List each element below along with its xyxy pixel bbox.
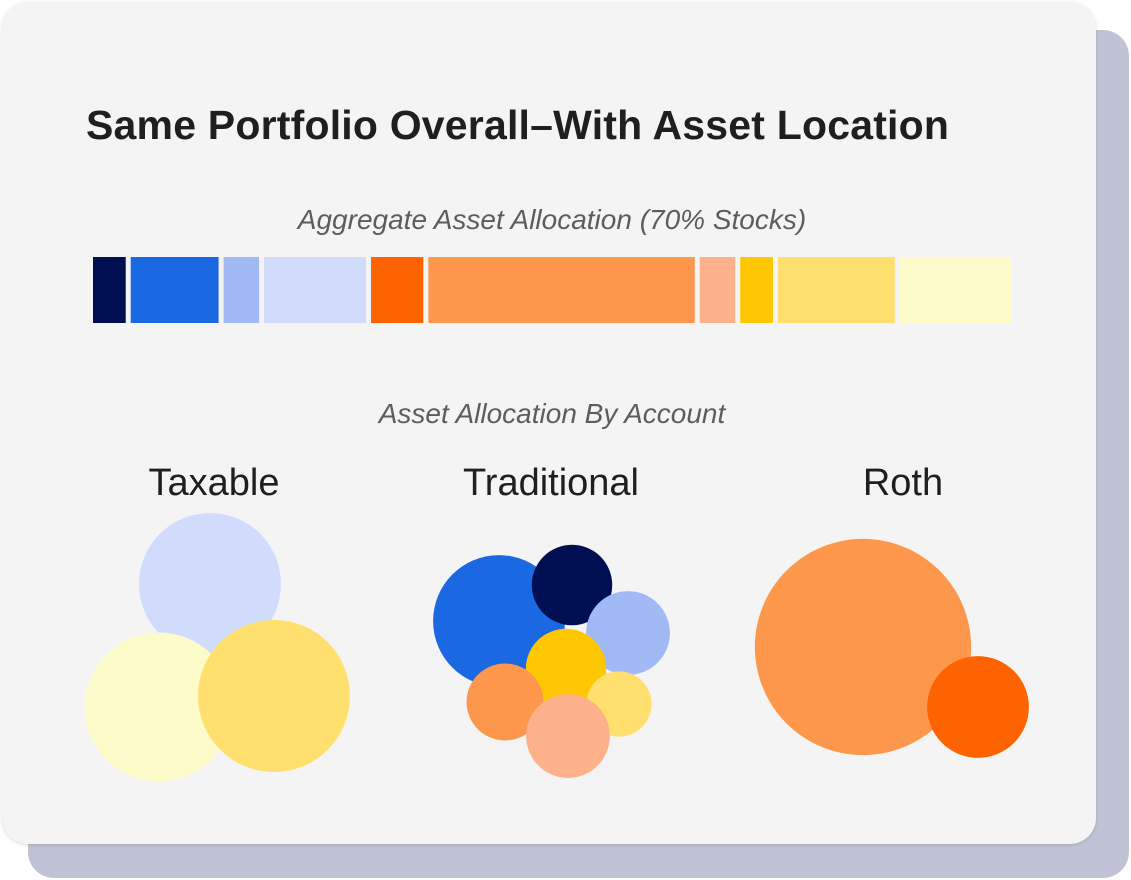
allocation-segment-8 (740, 257, 773, 323)
allocation-segment-10 (899, 257, 1012, 323)
allocation-segment-5 (370, 257, 424, 323)
allocation-segment-7 (699, 257, 736, 323)
account-label-roth: Roth (862, 462, 944, 504)
roth-bubble-2 (927, 656, 1029, 758)
traditional-bubble-3 (586, 591, 670, 675)
allocation-segment-3 (223, 257, 260, 323)
traditional-bubble-5 (466, 663, 544, 741)
by-account-subtitle: Asset Allocation By Account (378, 398, 726, 429)
traditional-bubble-2 (531, 544, 613, 626)
chart-card: Same Portfolio Overall–With Asset Locati… (2, 2, 1096, 844)
allocation-segment-1 (93, 257, 126, 323)
account-label-taxable: Taxable (148, 462, 280, 504)
account-bubble-chart (84, 513, 1029, 782)
allocation-segment-4 (264, 257, 366, 323)
taxable-bubble-1 (139, 513, 281, 655)
traditional-bubble-7 (526, 694, 610, 778)
aggregate-allocation-bar (93, 257, 1012, 323)
taxable-bubble-2 (84, 632, 234, 782)
chart-title: Same Portfolio Overall–With Asset Locati… (86, 102, 950, 148)
account-label-traditional: Traditional (462, 462, 639, 504)
allocation-segment-9 (777, 257, 895, 323)
roth-bubble-1 (754, 538, 972, 756)
allocation-segment-6 (428, 257, 695, 323)
allocation-segment-2 (130, 257, 219, 323)
traditional-bubble-4 (525, 628, 607, 710)
aggregate-subtitle: Aggregate Asset Allocation (70% Stocks) (297, 204, 807, 235)
taxable-bubble-3 (197, 619, 351, 773)
